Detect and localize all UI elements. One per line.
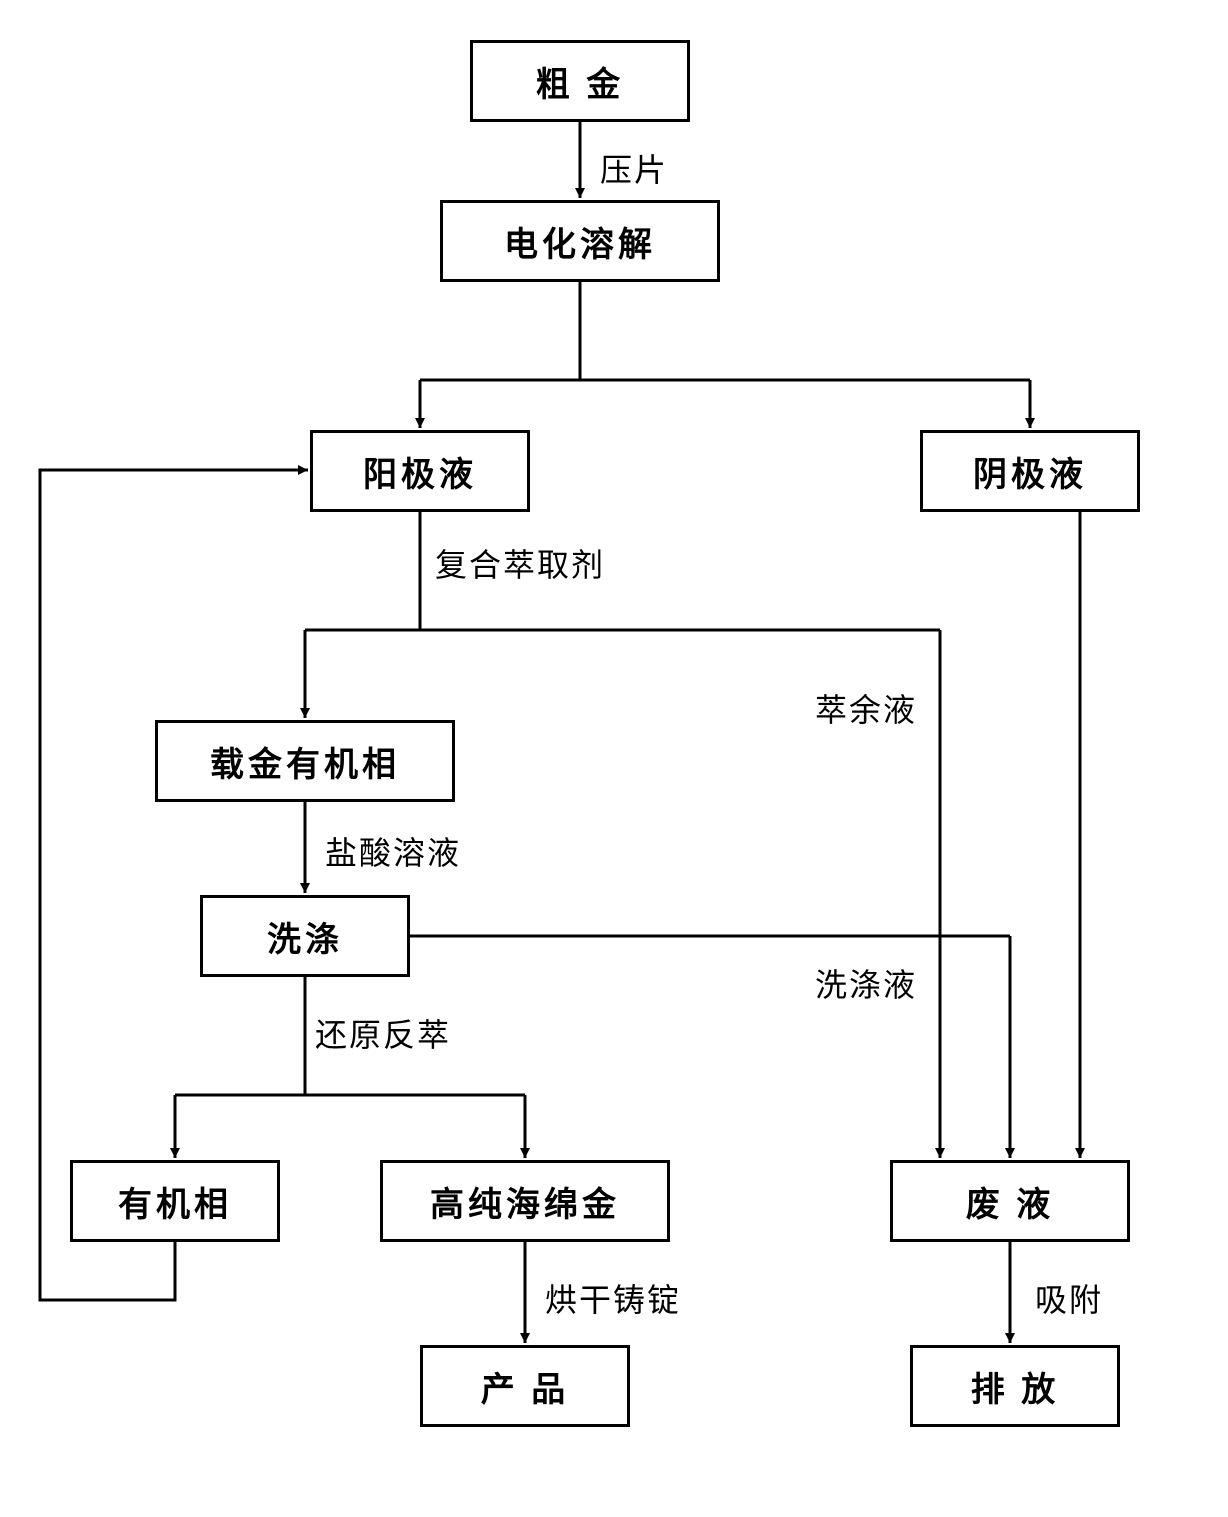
node-label: 高纯海绵金 xyxy=(430,1177,620,1226)
node-organic-phase: 有机相 xyxy=(70,1160,280,1242)
node-label: 产 品 xyxy=(481,1362,570,1411)
node-sponge-gold: 高纯海绵金 xyxy=(380,1160,670,1242)
node-label: 粗 金 xyxy=(536,57,625,106)
node-label: 有机相 xyxy=(118,1177,232,1226)
label-dry-cast: 烘干铸锭 xyxy=(545,1275,681,1321)
label-press: 压片 xyxy=(600,145,668,191)
node-product: 产 品 xyxy=(420,1345,630,1427)
node-catholyte: 阴极液 xyxy=(920,430,1140,512)
node-label: 洗涤 xyxy=(267,912,343,961)
node-waste: 废 液 xyxy=(890,1160,1130,1242)
label-adsorb: 吸附 xyxy=(1035,1275,1103,1321)
node-loaded-org: 载金有机相 xyxy=(155,720,455,802)
node-wash: 洗涤 xyxy=(200,895,410,977)
node-label: 排 放 xyxy=(971,1362,1060,1411)
label-raffinate: 萃余液 xyxy=(815,685,917,731)
node-discharge: 排 放 xyxy=(910,1345,1120,1427)
node-label: 载金有机相 xyxy=(210,737,400,786)
node-anolyte: 阳极液 xyxy=(310,430,530,512)
label-hcl: 盐酸溶液 xyxy=(325,828,461,874)
node-label: 废 液 xyxy=(966,1177,1055,1226)
label-complex-extract: 复合萃取剂 xyxy=(435,540,605,586)
label-reduct-strip: 还原反萃 xyxy=(315,1010,451,1056)
node-label: 阳极液 xyxy=(363,447,477,496)
node-label: 电化溶解 xyxy=(504,217,656,266)
label-wash-liq: 洗涤液 xyxy=(815,960,917,1006)
node-label: 阴极液 xyxy=(973,447,1087,496)
node-crude-gold: 粗 金 xyxy=(470,40,690,122)
node-electro-dissolve: 电化溶解 xyxy=(440,200,720,282)
